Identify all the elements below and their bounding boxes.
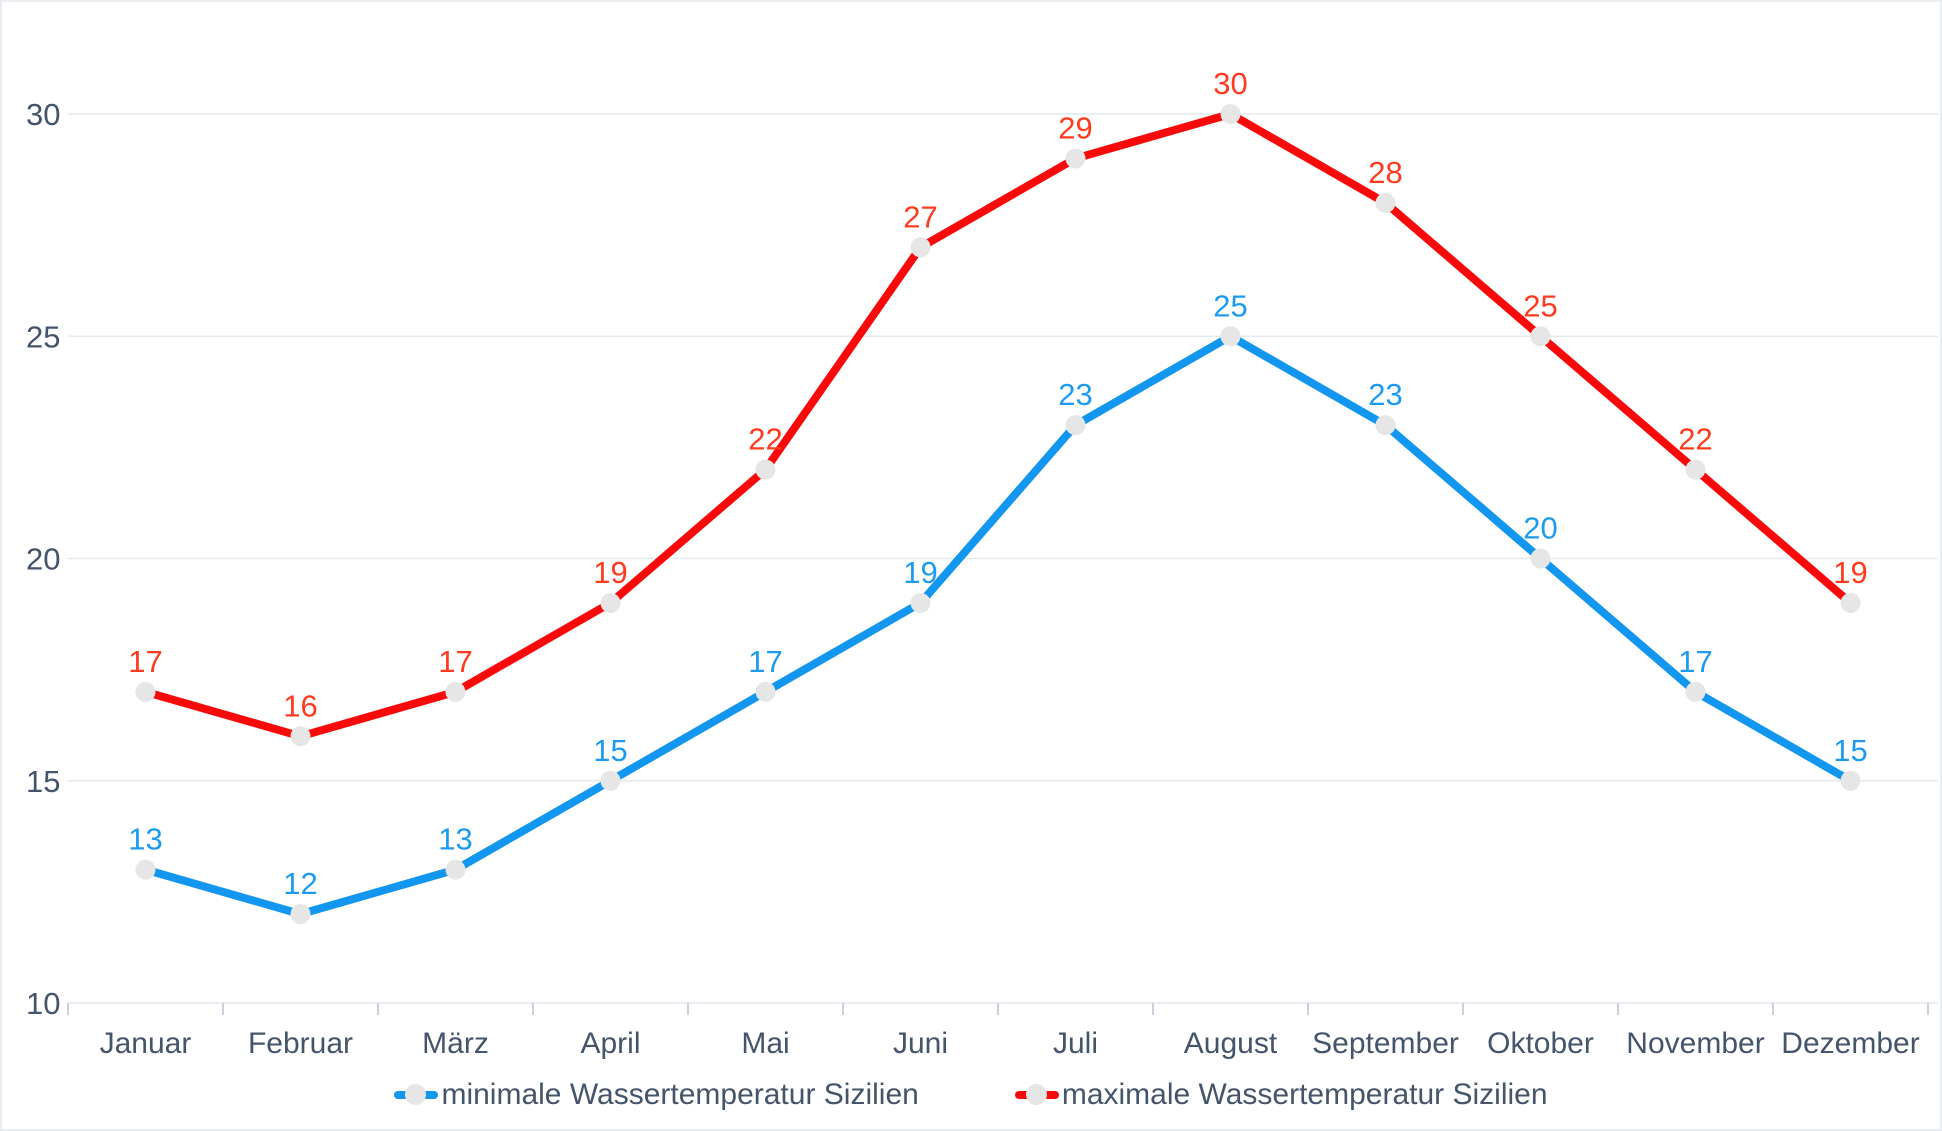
- data-label: 25: [1213, 288, 1247, 323]
- series-line-max: [141, 110, 1855, 741]
- y-axis-label: 20: [26, 542, 60, 577]
- legend-item-maximale[interactable]: maximale Wassertemperatur Sizilien: [1014, 1078, 1548, 1112]
- data-point-marker: [1530, 548, 1551, 569]
- data-label: 16: [283, 688, 317, 723]
- data-label: 19: [1833, 555, 1867, 590]
- legend-dot-icon: [1025, 1084, 1047, 1105]
- data-point-marker: [1840, 770, 1861, 791]
- legend-item-minimale[interactable]: minimale Wassertemperatur Sizilien: [394, 1078, 919, 1112]
- x-axis-label: März: [422, 1027, 489, 1060]
- data-label: 20: [1523, 511, 1557, 546]
- data-label: 23: [1368, 377, 1402, 412]
- x-axis-label: Dezember: [1781, 1027, 1919, 1060]
- data-label: 19: [593, 555, 627, 590]
- data-point-marker: [445, 859, 466, 880]
- data-point-marker: [135, 681, 156, 702]
- x-axis-label: August: [1184, 1027, 1278, 1060]
- data-label: 13: [438, 822, 472, 857]
- data-point-marker: [1840, 592, 1861, 613]
- data-label: 30: [1213, 66, 1247, 101]
- data-label: 17: [1678, 644, 1712, 679]
- x-axis-label: Januar: [100, 1027, 192, 1060]
- legend: minimale Wassertemperatur Sizilien maxima…: [2, 1078, 1940, 1112]
- data-point-marker: [290, 726, 311, 747]
- data-label: 29: [1058, 110, 1092, 145]
- x-axis-label: Oktober: [1487, 1027, 1594, 1060]
- data-label: 25: [1523, 288, 1557, 323]
- x-axis-label: Mai: [741, 1027, 789, 1060]
- data-point-marker: [1220, 326, 1241, 347]
- data-point-marker: [910, 592, 931, 613]
- data-point-marker: [1375, 415, 1396, 436]
- data-label: 13: [128, 822, 162, 857]
- data-point-marker: [1065, 148, 1086, 169]
- legend-label: maximale Wassertemperatur Sizilien: [1061, 1078, 1548, 1111]
- y-axis-label: 10: [26, 986, 60, 1021]
- data-label: 12: [283, 866, 317, 901]
- data-point-marker: [1065, 415, 1086, 436]
- data-label: 22: [1678, 422, 1712, 457]
- x-axis-label: Juni: [893, 1027, 948, 1060]
- data-point-marker: [445, 681, 466, 702]
- data-label: 15: [593, 733, 627, 768]
- data-label: 17: [748, 644, 782, 679]
- data-label: 27: [903, 199, 937, 234]
- data-point-marker: [1220, 104, 1241, 124]
- legend-label: minimale Wassertemperatur Sizilien: [441, 1078, 919, 1111]
- data-point-marker: [755, 681, 776, 702]
- data-label: 28: [1368, 155, 1402, 190]
- series-line-min: [141, 332, 1855, 919]
- data-point-marker: [600, 770, 621, 791]
- data-point-marker: [600, 592, 621, 613]
- x-axis-label: September: [1312, 1027, 1459, 1060]
- data-point-marker: [290, 904, 311, 925]
- x-axis-label: Februar: [248, 1027, 353, 1060]
- data-point-marker: [1375, 192, 1396, 213]
- y-axis-label: 30: [26, 97, 60, 132]
- y-axis-label: 15: [26, 764, 60, 799]
- legend-line-dot-icon: [394, 1084, 439, 1106]
- data-point-marker: [1685, 459, 1706, 480]
- legend-line-dot-icon: [1014, 1084, 1059, 1106]
- data-point-marker: [755, 459, 776, 480]
- data-label: 23: [1058, 377, 1092, 412]
- data-label: 15: [1833, 733, 1867, 768]
- x-axis-label: April: [580, 1027, 640, 1060]
- legend-dot-icon: [405, 1084, 427, 1105]
- data-label: 19: [903, 555, 937, 590]
- data-point-marker: [910, 237, 931, 258]
- data-point-marker: [1530, 326, 1551, 347]
- data-label: 17: [438, 644, 472, 679]
- data-point-marker: [1685, 681, 1706, 702]
- data-label: 22: [748, 422, 782, 457]
- data-label: 17: [128, 644, 162, 679]
- data-point-marker: [135, 859, 156, 880]
- x-axis-label: Juli: [1053, 1027, 1098, 1060]
- y-axis-label: 25: [26, 319, 60, 354]
- x-axis-label: November: [1626, 1027, 1764, 1060]
